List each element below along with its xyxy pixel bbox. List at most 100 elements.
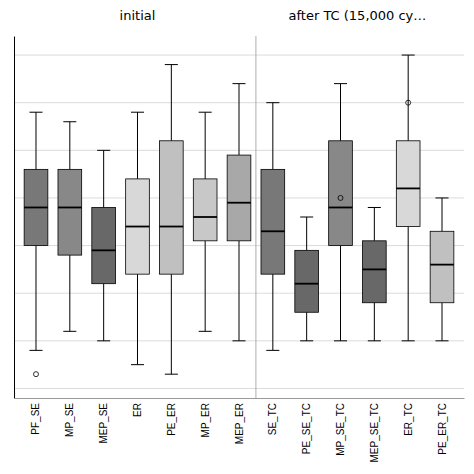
x-tick: MEP_SE	[98, 398, 109, 444]
cap-low	[435, 340, 448, 341]
x-tick: MP_SE	[64, 398, 75, 437]
box-body	[24, 169, 48, 245]
box	[24, 112, 48, 376]
box	[396, 55, 420, 341]
cap-high	[435, 197, 448, 198]
cap-low	[63, 331, 76, 332]
box	[430, 198, 454, 341]
y-axis	[14, 37, 16, 399]
median	[329, 207, 353, 209]
x-tick: MP_SE_TC	[335, 398, 346, 456]
x-tick-label: MEP_SE_TC	[369, 403, 380, 462]
x-axis: PF_SE MP_SE MEP_SE ER PE_ER MP_ER MEP_ER SE_TC P…	[15, 398, 465, 462]
panel-title: after TC (15,000 cy…	[289, 8, 427, 23]
x-tick-label: ER	[132, 403, 143, 417]
x-tick: MP_ER	[200, 398, 211, 437]
whisker-low	[171, 274, 172, 374]
x-tick: ER_TC	[403, 398, 414, 436]
whisker-low	[272, 274, 273, 350]
x-tick: MEP_SE_TC	[369, 398, 380, 462]
whisker-high	[103, 150, 104, 207]
cap-low	[300, 340, 313, 341]
y-axis-line	[14, 37, 15, 399]
cap-high	[165, 64, 178, 65]
x-tick: PE_ER_TC	[437, 398, 448, 455]
box	[227, 84, 251, 341]
grid-line	[14, 388, 464, 389]
whisker-low	[137, 274, 138, 365]
whisker-high	[171, 65, 172, 141]
x-tick: MEP_ER	[234, 398, 245, 444]
cap-low	[165, 374, 178, 375]
box-body	[58, 169, 82, 255]
box-body	[430, 231, 454, 302]
x-tick-label: MP_SE	[64, 403, 75, 437]
cap-high	[266, 102, 279, 103]
x-tick-label: SE_TC	[267, 403, 278, 435]
cap-low	[97, 340, 110, 341]
x-tick-label: PE_ER	[166, 403, 177, 436]
panel-title: initial	[120, 8, 156, 23]
grid-line	[14, 55, 464, 56]
cap-low	[266, 350, 279, 351]
box-body	[193, 179, 217, 241]
median	[295, 283, 319, 285]
flier	[406, 100, 411, 105]
box	[159, 65, 183, 375]
whisker-low	[442, 303, 443, 341]
cap-high	[402, 55, 415, 56]
x-tick-label: MP_ER	[200, 403, 211, 437]
median	[430, 264, 454, 266]
whisker-low	[69, 255, 70, 331]
median	[92, 249, 116, 251]
cap-low	[402, 340, 415, 341]
box	[92, 150, 116, 341]
flier	[338, 195, 343, 200]
box	[295, 217, 319, 341]
box-body	[362, 241, 386, 303]
x-tick: SE_TC	[267, 398, 278, 435]
x-tick-label: PE_ER_TC	[437, 403, 448, 455]
whisker-high	[205, 112, 206, 179]
x-tick-label: PE_SE_TC	[301, 403, 312, 454]
x-tick: ER	[132, 398, 143, 417]
whisker-low	[239, 241, 240, 341]
cap-high	[63, 121, 76, 122]
whisker-high	[408, 55, 409, 141]
cap-high	[300, 217, 313, 218]
whisker-low	[35, 246, 36, 351]
box-body	[227, 155, 251, 241]
x-tick-label: PF_SE	[30, 403, 41, 435]
x-tick-label: MEP_ER	[234, 403, 245, 444]
boxes	[24, 55, 454, 377]
box-body	[295, 250, 319, 312]
cap-high	[334, 83, 347, 84]
median	[261, 230, 285, 232]
whisker-high	[239, 84, 240, 155]
cap-high	[97, 150, 110, 151]
median	[362, 268, 386, 270]
whisker-high	[340, 84, 341, 141]
grid	[14, 55, 464, 388]
box-body	[261, 169, 285, 274]
whisker-high	[374, 207, 375, 240]
cap-low	[232, 340, 245, 341]
box	[261, 103, 285, 351]
x-tick-label: ER_TC	[403, 403, 414, 436]
median	[227, 202, 251, 204]
whisker-high	[69, 122, 70, 170]
box	[362, 207, 386, 340]
whisker-high	[306, 217, 307, 250]
median	[58, 207, 82, 209]
cap-low	[131, 364, 144, 365]
x-tick: PF_SE	[30, 398, 41, 435]
x-tick-label: MP_SE_TC	[335, 403, 346, 456]
cap-high	[29, 112, 42, 113]
whisker-low	[374, 303, 375, 341]
box	[193, 112, 217, 331]
median	[159, 226, 183, 228]
whisker-low	[408, 227, 409, 341]
median	[126, 226, 150, 228]
whisker-high	[35, 112, 36, 169]
cap-low	[368, 340, 381, 341]
